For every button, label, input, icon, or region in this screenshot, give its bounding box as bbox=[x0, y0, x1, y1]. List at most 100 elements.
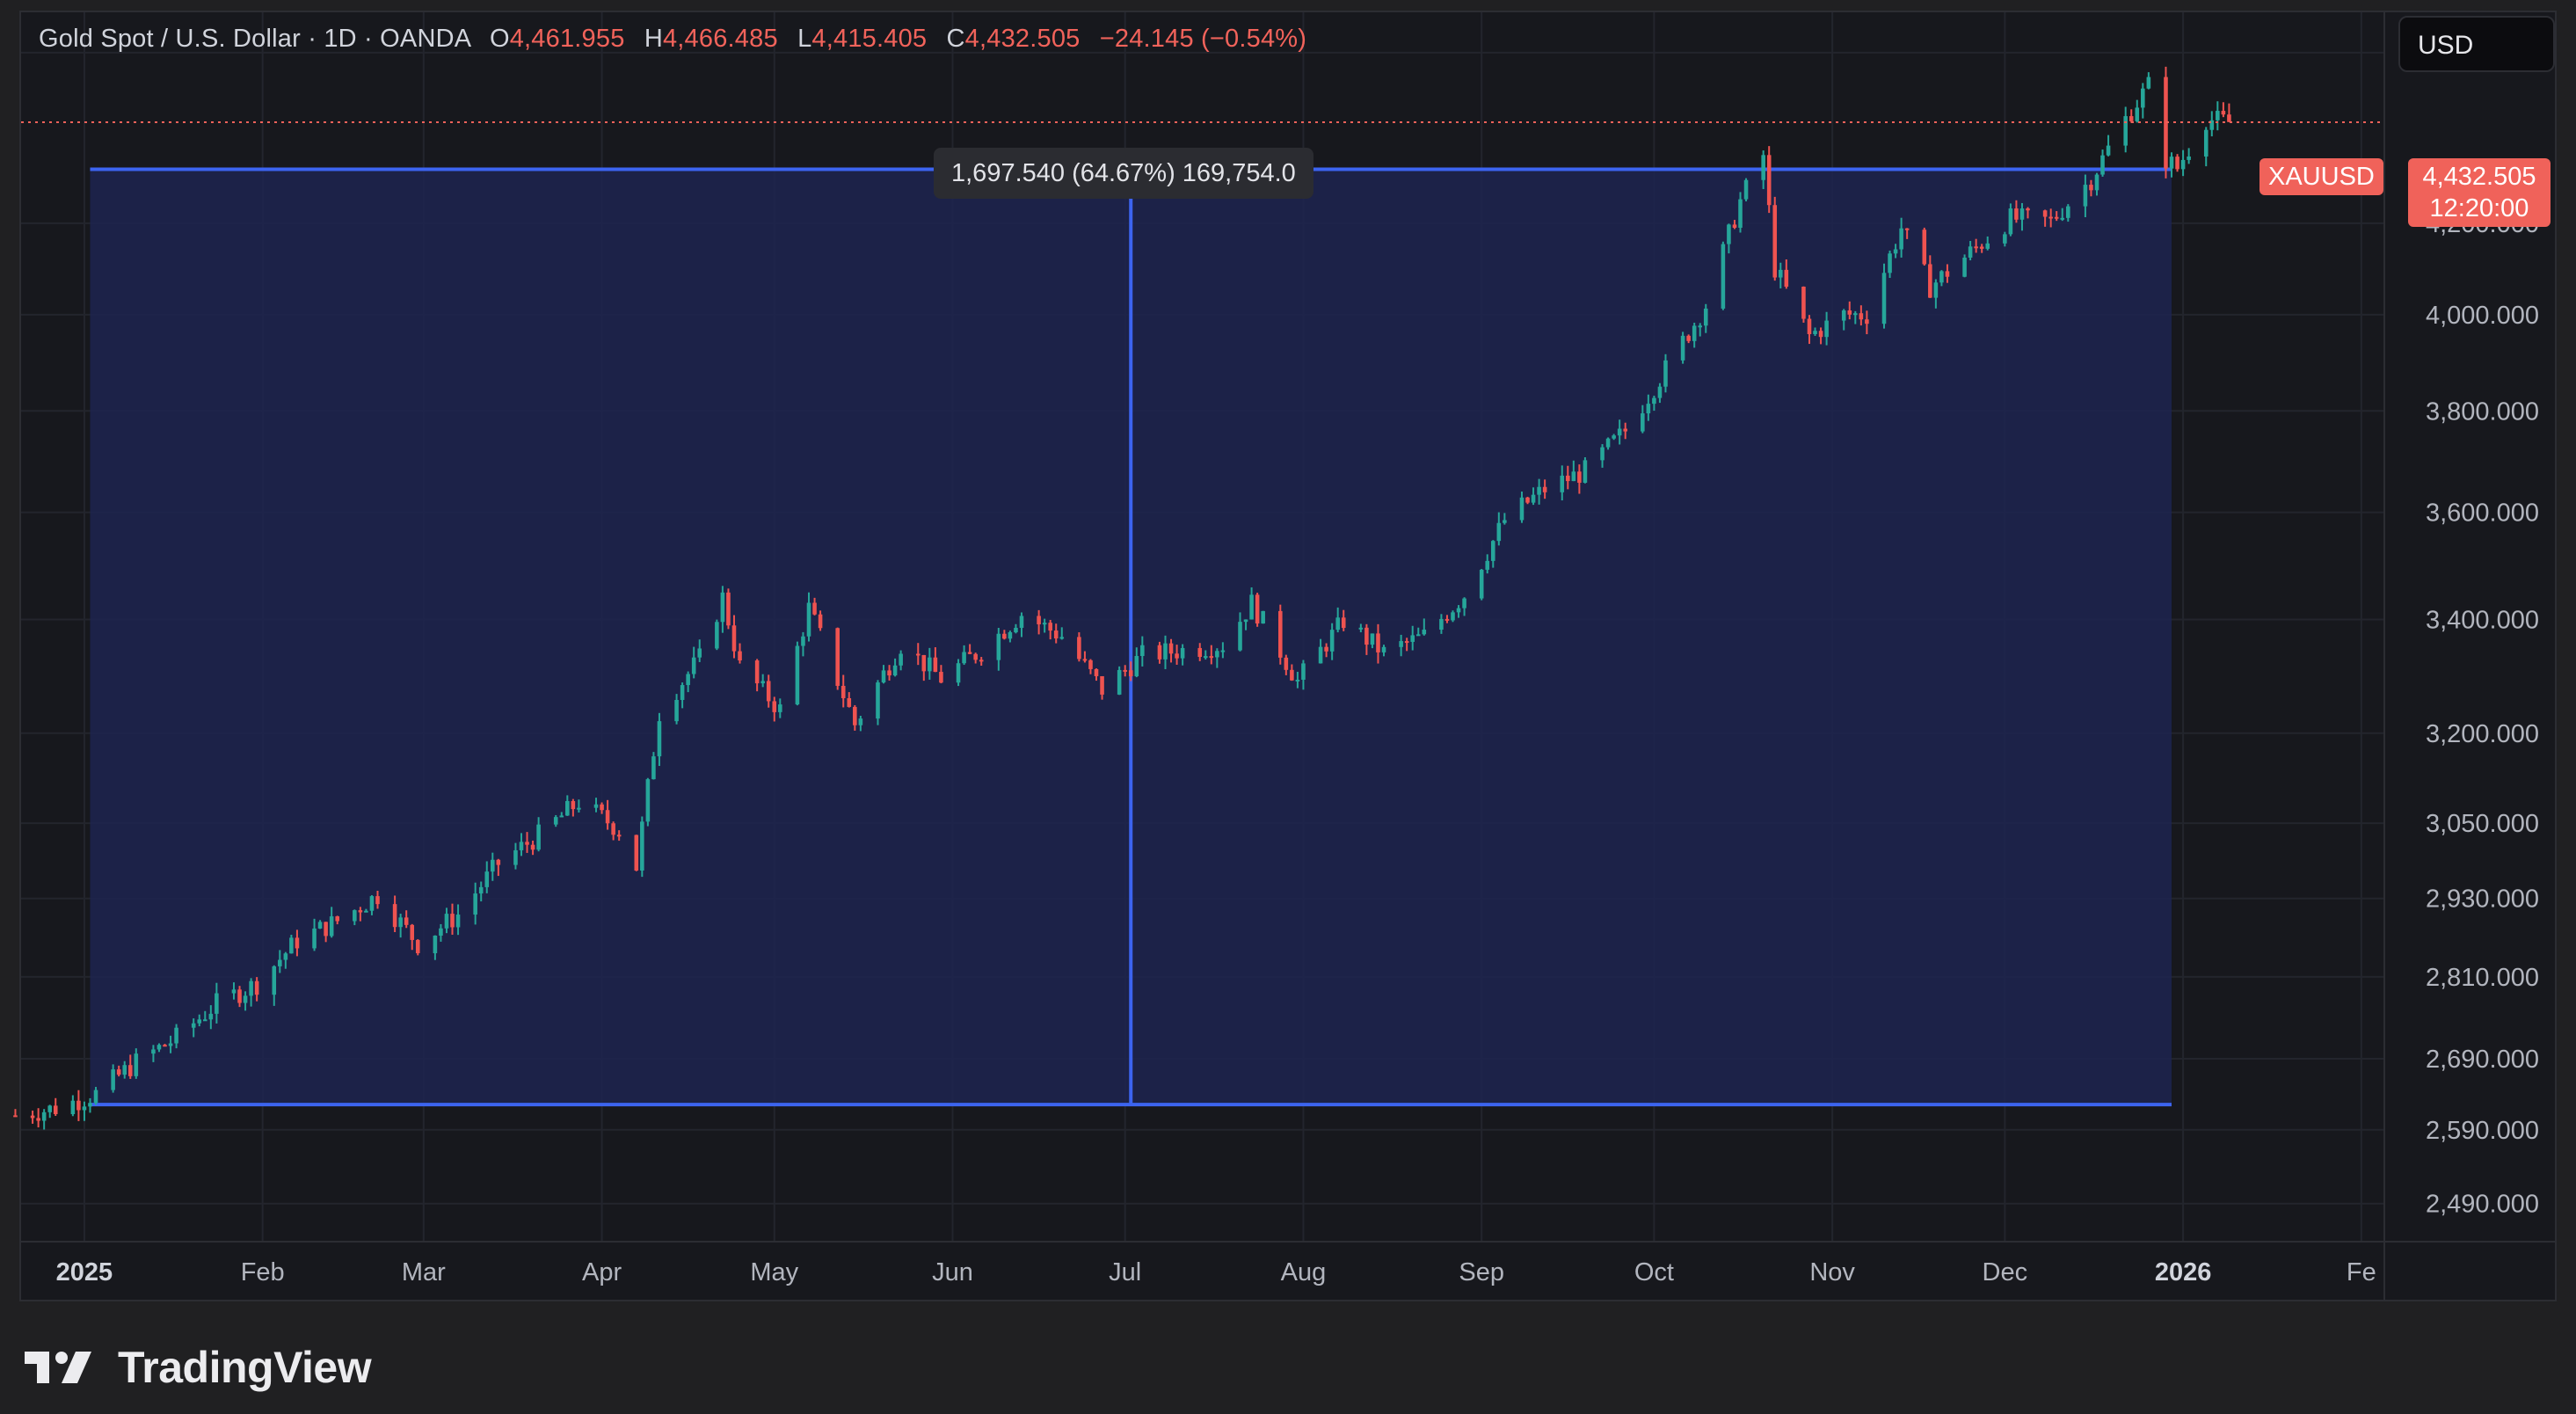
candle-body bbox=[2146, 77, 2151, 89]
candle-body bbox=[2083, 185, 2088, 207]
candle-body bbox=[53, 1105, 58, 1115]
candle-body bbox=[1652, 397, 1656, 405]
candle-body bbox=[1088, 660, 1093, 669]
candle-body bbox=[1100, 675, 1104, 695]
open-label: O bbox=[489, 25, 510, 53]
close-label: C bbox=[946, 25, 965, 53]
candle-body bbox=[1571, 471, 1576, 482]
candle-body bbox=[2003, 234, 2007, 244]
candle-body bbox=[887, 670, 891, 676]
tradingview-logo[interactable]: TradingView bbox=[25, 1337, 372, 1398]
candle-body bbox=[876, 682, 880, 719]
candle-body bbox=[691, 657, 696, 674]
x-tick-label: Jun bbox=[932, 1258, 973, 1286]
candle-body bbox=[651, 756, 656, 780]
candle-body bbox=[1865, 319, 1869, 324]
candle-body bbox=[369, 896, 375, 911]
candle-body bbox=[2054, 216, 2059, 219]
candle-body bbox=[1376, 633, 1380, 652]
change-value: −24.145 (−0.54%) bbox=[1099, 25, 1307, 53]
candle-body bbox=[283, 953, 288, 960]
candle-body bbox=[1128, 670, 1133, 677]
candle-body bbox=[398, 917, 403, 928]
candle-body bbox=[715, 622, 719, 649]
candle-body bbox=[1163, 643, 1168, 660]
x-tick-label: Sep bbox=[1459, 1258, 1504, 1286]
currency-button[interactable]: USD bbox=[2398, 16, 2555, 72]
candle-body bbox=[41, 1112, 47, 1121]
candle-body bbox=[593, 804, 599, 808]
candle-body bbox=[616, 835, 622, 837]
candle-body bbox=[600, 804, 604, 811]
candle-body bbox=[1444, 618, 1450, 621]
candle-body bbox=[168, 1043, 173, 1046]
candle-body bbox=[2089, 185, 2093, 191]
candle-body bbox=[2100, 155, 2105, 175]
candle-body bbox=[1094, 668, 1099, 676]
candle-body bbox=[2094, 174, 2099, 191]
candle-body bbox=[2216, 111, 2220, 120]
candle-body bbox=[996, 633, 1001, 660]
candle-body bbox=[801, 636, 805, 646]
candle-body bbox=[1197, 647, 1203, 658]
candle-body bbox=[1077, 637, 1081, 660]
candle-body bbox=[2014, 208, 2019, 220]
candle-body bbox=[1727, 224, 1731, 244]
candle-body bbox=[605, 810, 610, 824]
candle-body bbox=[1928, 264, 1932, 298]
candle-body bbox=[915, 653, 921, 656]
candle-body bbox=[1646, 404, 1651, 414]
candle-body bbox=[2026, 208, 2030, 211]
candle-body bbox=[1922, 230, 1927, 265]
candle-body bbox=[738, 651, 742, 661]
candle-body bbox=[645, 779, 651, 822]
candle-body bbox=[1180, 647, 1185, 659]
measure-label: 1,697.540 (64.67%) 169,754.0 bbox=[934, 148, 1313, 199]
candle-body bbox=[933, 657, 938, 673]
candle-body bbox=[70, 1100, 76, 1115]
candle-body bbox=[1899, 228, 1903, 250]
candle-body bbox=[1560, 475, 1565, 492]
candle-body bbox=[536, 824, 541, 850]
candle-body bbox=[2066, 206, 2070, 218]
candle-body bbox=[2019, 208, 2025, 220]
candle-body bbox=[1415, 634, 1421, 637]
candle-body bbox=[1048, 623, 1052, 631]
x-tick-label: Fe bbox=[2347, 1258, 2376, 1286]
candle-body bbox=[1324, 646, 1328, 652]
candle-body bbox=[1381, 646, 1386, 652]
candle-body bbox=[312, 928, 317, 949]
candle-body bbox=[134, 1053, 139, 1076]
candle-body bbox=[375, 896, 380, 905]
candle-body bbox=[1249, 594, 1254, 620]
x-tick-label: Aug bbox=[1281, 1258, 1327, 1286]
candle-body bbox=[88, 1103, 92, 1107]
candle-body bbox=[697, 648, 702, 658]
candle-body bbox=[962, 652, 966, 664]
candle-body bbox=[899, 653, 903, 666]
candle-body bbox=[1451, 612, 1455, 621]
candle-body bbox=[1641, 413, 1645, 432]
candle-body bbox=[1583, 460, 1588, 483]
price-tag: 4,432.505 12:20:00 bbox=[2408, 158, 2551, 227]
candle-body bbox=[151, 1049, 156, 1054]
candle-body bbox=[1617, 428, 1622, 436]
candle-body bbox=[1732, 224, 1737, 229]
candle-body bbox=[243, 995, 248, 1003]
high-value: 4,466.485 bbox=[662, 25, 778, 53]
candle-body bbox=[2135, 107, 2140, 121]
candle-body bbox=[410, 924, 415, 940]
candle-body bbox=[530, 844, 535, 850]
candle-body bbox=[1945, 271, 1950, 277]
candle-body bbox=[2123, 116, 2128, 146]
candle-body bbox=[1807, 318, 1812, 334]
candle-body bbox=[1813, 331, 1817, 334]
candle-body bbox=[1537, 486, 1541, 495]
candle-body bbox=[1881, 273, 1887, 324]
candle-body bbox=[760, 681, 765, 684]
x-tick-label: May bbox=[750, 1258, 798, 1286]
candle-body bbox=[1002, 633, 1007, 639]
candle-body bbox=[553, 817, 558, 825]
candle-body bbox=[858, 718, 863, 725]
